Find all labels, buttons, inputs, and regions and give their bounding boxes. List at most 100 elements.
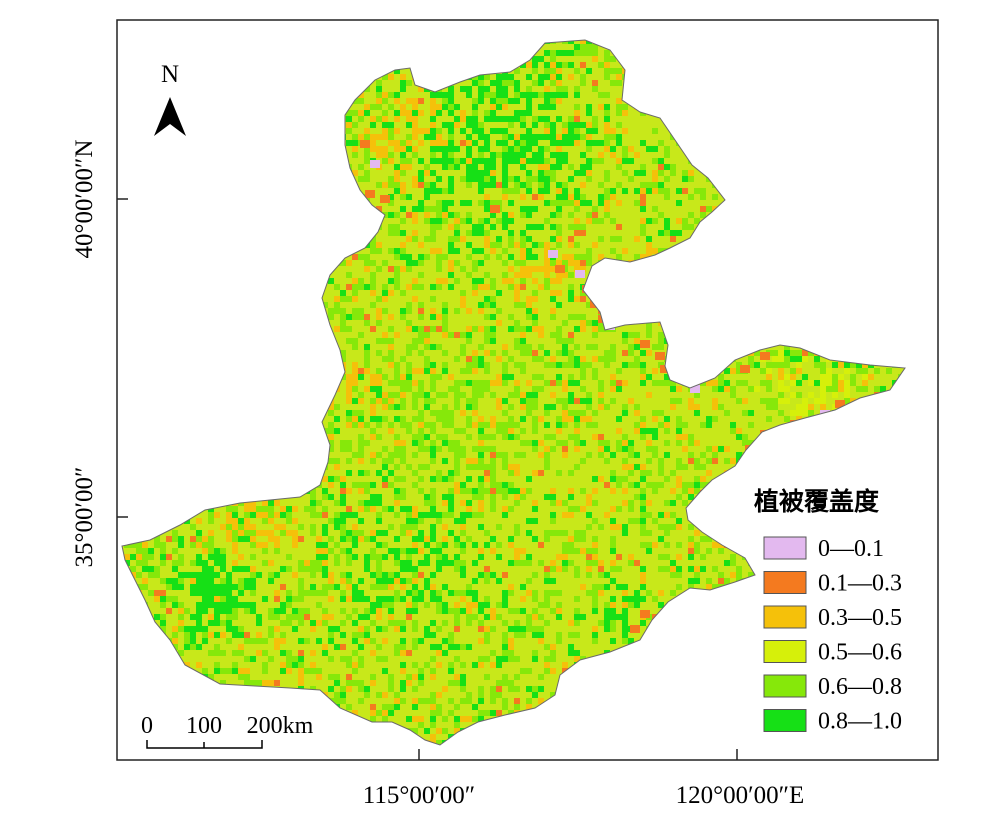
- raster-cell: [502, 152, 508, 158]
- raster-cell: [532, 62, 538, 68]
- raster-cell: [598, 194, 604, 200]
- raster-cell: [388, 122, 394, 128]
- raster-cell: [400, 50, 406, 56]
- raster-cell: [466, 536, 472, 542]
- raster-cell: [184, 218, 190, 224]
- raster-cell: [430, 146, 436, 152]
- raster-cell: [898, 50, 904, 56]
- raster-cell: [202, 92, 208, 98]
- raster-cell: [232, 236, 238, 242]
- raster-cell: [136, 134, 142, 140]
- raster-cell: [532, 374, 538, 380]
- raster-cell: [700, 206, 706, 212]
- raster-cell: [358, 434, 364, 440]
- raster-cell: [676, 320, 682, 326]
- raster-cell: [268, 392, 274, 398]
- raster-cell: [184, 206, 190, 212]
- raster-cell: [586, 554, 592, 560]
- raster-cell: [748, 74, 754, 80]
- raster-cell: [736, 326, 742, 332]
- raster-cell: [658, 338, 664, 344]
- raster-cell: [298, 308, 304, 314]
- raster-cell: [184, 278, 190, 284]
- raster-cell: [436, 266, 442, 272]
- raster-cell: [772, 434, 778, 440]
- raster-cell: [376, 500, 382, 506]
- raster-cell: [862, 218, 868, 224]
- raster-cell: [508, 122, 514, 128]
- raster-cell: [652, 206, 658, 212]
- raster-cell: [448, 500, 454, 506]
- raster-cell: [568, 332, 574, 338]
- raster-cell: [448, 122, 454, 128]
- raster-cell: [754, 386, 760, 392]
- raster-cell: [832, 332, 838, 338]
- raster-cell: [712, 110, 718, 116]
- raster-cell: [694, 464, 700, 470]
- raster-cell: [874, 92, 880, 98]
- raster-cell: [586, 170, 592, 176]
- raster-cell: [712, 134, 718, 140]
- raster-cell: [790, 434, 796, 440]
- raster-cell: [166, 392, 172, 398]
- raster-cell: [688, 452, 694, 458]
- raster-cell: [304, 338, 310, 344]
- raster-cell: [472, 380, 478, 386]
- raster-cell: [490, 350, 496, 356]
- raster-cell: [574, 380, 580, 386]
- raster-cell: [904, 272, 905, 278]
- raster-cell: [340, 314, 346, 320]
- raster-cell: [490, 56, 496, 62]
- raster-cell: [790, 476, 796, 482]
- raster-cell: [256, 332, 262, 338]
- raster-cell: [358, 92, 364, 98]
- raster-cell: [898, 302, 904, 308]
- raster-cell: [838, 122, 844, 128]
- raster-cell: [814, 266, 820, 272]
- raster-cell: [820, 374, 826, 380]
- raster-cell: [562, 134, 568, 140]
- raster-cell: [280, 308, 286, 314]
- raster-cell: [346, 530, 352, 536]
- raster-cell: [238, 464, 244, 470]
- raster-cell: [322, 140, 328, 146]
- raster-cell: [460, 236, 466, 242]
- raster-cell: [808, 422, 814, 428]
- raster-cell: [814, 224, 820, 230]
- raster-cell: [460, 200, 466, 206]
- raster-cell: [592, 374, 598, 380]
- raster-cell: [472, 260, 478, 266]
- raster-cell: [622, 464, 628, 470]
- raster-cell: [430, 398, 436, 404]
- raster-cell: [238, 554, 244, 560]
- raster-cell: [424, 44, 430, 50]
- raster-cell: [664, 164, 670, 170]
- raster-cell: [394, 374, 400, 380]
- raster-cell: [616, 98, 622, 104]
- raster-cell: [898, 116, 904, 122]
- raster-cell: [592, 356, 598, 362]
- raster-cell: [820, 140, 826, 146]
- raster-cell: [430, 170, 436, 176]
- raster-cell: [466, 170, 472, 176]
- raster-cell: [874, 368, 880, 374]
- raster-cell: [424, 368, 430, 374]
- raster-cell: [190, 350, 196, 356]
- raster-cell: [730, 74, 736, 80]
- raster-cell: [442, 68, 448, 74]
- raster-cell: [502, 452, 508, 458]
- raster-cell: [790, 422, 796, 428]
- raster-cell: [334, 326, 340, 332]
- raster-cell: [484, 488, 490, 494]
- raster-cell: [520, 494, 526, 500]
- raster-cell: [196, 530, 202, 536]
- raster-cell: [532, 296, 538, 302]
- raster-cell: [562, 158, 568, 164]
- raster-cell: [748, 62, 754, 68]
- raster-cell: [436, 40, 442, 44]
- raster-cell: [718, 374, 724, 380]
- raster-cell: [556, 224, 562, 230]
- raster-cell: [604, 482, 610, 488]
- raster-cell: [898, 104, 904, 110]
- raster-cell: [478, 122, 484, 128]
